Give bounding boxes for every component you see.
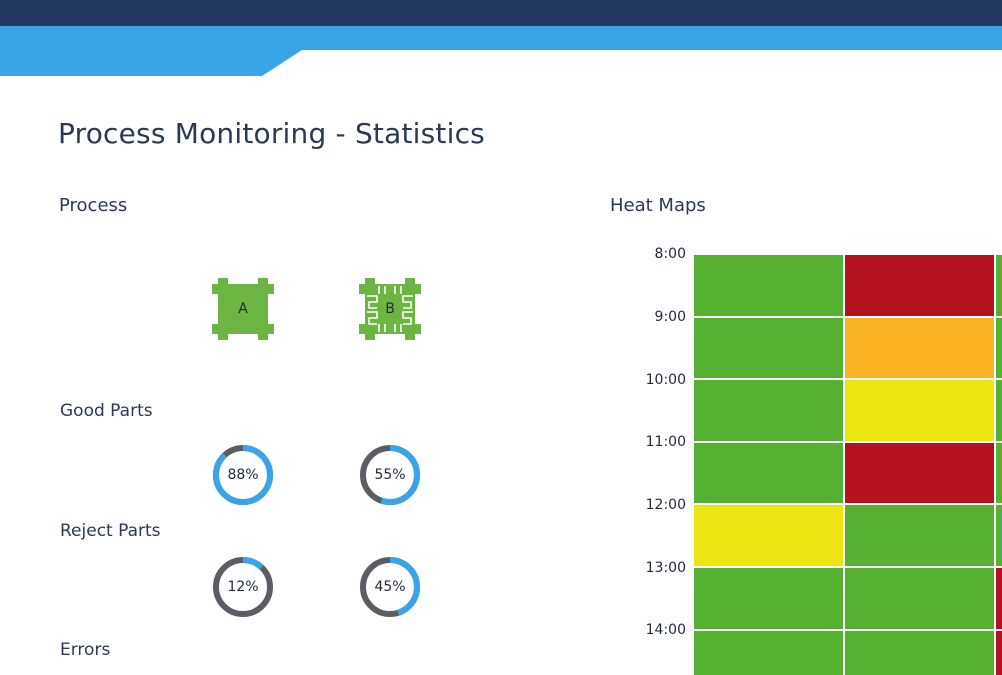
heat-map-cell[interactable] [845, 317, 994, 379]
heat-map-cell[interactable] [996, 442, 1002, 504]
heat-map-cell[interactable] [996, 255, 1002, 316]
header-accent-banner [0, 26, 1002, 76]
heat-map-cell[interactable] [996, 380, 1002, 441]
heat-map-cell[interactable] [845, 630, 994, 675]
heat-map-cell[interactable] [996, 568, 1002, 629]
machine-b[interactable]: B [359, 278, 421, 340]
machine-b-icon [359, 278, 421, 340]
good-parts-gauge-b: 55% [359, 444, 421, 506]
heat-map-cell[interactable] [845, 505, 994, 566]
reject-parts-gauge-a: 12% [212, 556, 274, 618]
heat-map-cell[interactable] [694, 255, 843, 316]
page-title: Process Monitoring - Statistics [58, 117, 485, 150]
reject-parts-gauge-b-value: 45% [374, 579, 406, 595]
time-label-14: 14:00 [645, 622, 686, 638]
heat-map-cell[interactable] [694, 442, 843, 504]
heat-map-cell[interactable] [694, 568, 843, 629]
errors-label: Errors [60, 640, 111, 660]
reject-parts-gauge-b: 45% [359, 556, 421, 618]
machine-a[interactable]: A [212, 278, 274, 340]
time-label-8: 8:00 [654, 246, 686, 262]
good-parts-gauge-a: 88% [212, 444, 274, 506]
heat-map-cell[interactable] [845, 255, 994, 316]
heat-maps-label: Heat Maps [610, 195, 706, 216]
heat-map-cell[interactable] [694, 630, 843, 675]
machine-a-icon [212, 278, 274, 340]
time-label-12: 12:00 [645, 497, 686, 513]
heat-map-cell[interactable] [845, 442, 994, 504]
process-section-label: Process [59, 195, 128, 216]
time-label-10: 10:00 [645, 372, 686, 388]
heat-map-cell[interactable] [694, 505, 843, 566]
good-parts-gauge-b-value: 55% [374, 467, 406, 483]
heat-map-cell[interactable] [996, 317, 1002, 379]
heat-map-grid[interactable] [694, 255, 1002, 675]
reject-parts-gauge-a-value: 12% [227, 579, 259, 595]
reject-parts-label: Reject Parts [60, 521, 161, 541]
heat-map-cell[interactable] [845, 380, 994, 441]
time-label-11: 11:00 [645, 434, 686, 450]
good-parts-label: Good Parts [60, 401, 153, 421]
top-header-bar [0, 0, 1002, 26]
heat-map-cell[interactable] [694, 380, 843, 441]
heat-map-cell[interactable] [996, 505, 1002, 566]
time-label-9: 9:00 [654, 309, 686, 325]
machine-a-label: A [238, 301, 248, 317]
heat-map-cell[interactable] [845, 568, 994, 629]
machine-b-label: B [385, 301, 395, 317]
heat-map-cell[interactable] [996, 630, 1002, 675]
good-parts-gauge-a-value: 88% [227, 467, 259, 483]
heat-map-cell[interactable] [694, 317, 843, 379]
time-label-13: 13:00 [645, 560, 686, 576]
